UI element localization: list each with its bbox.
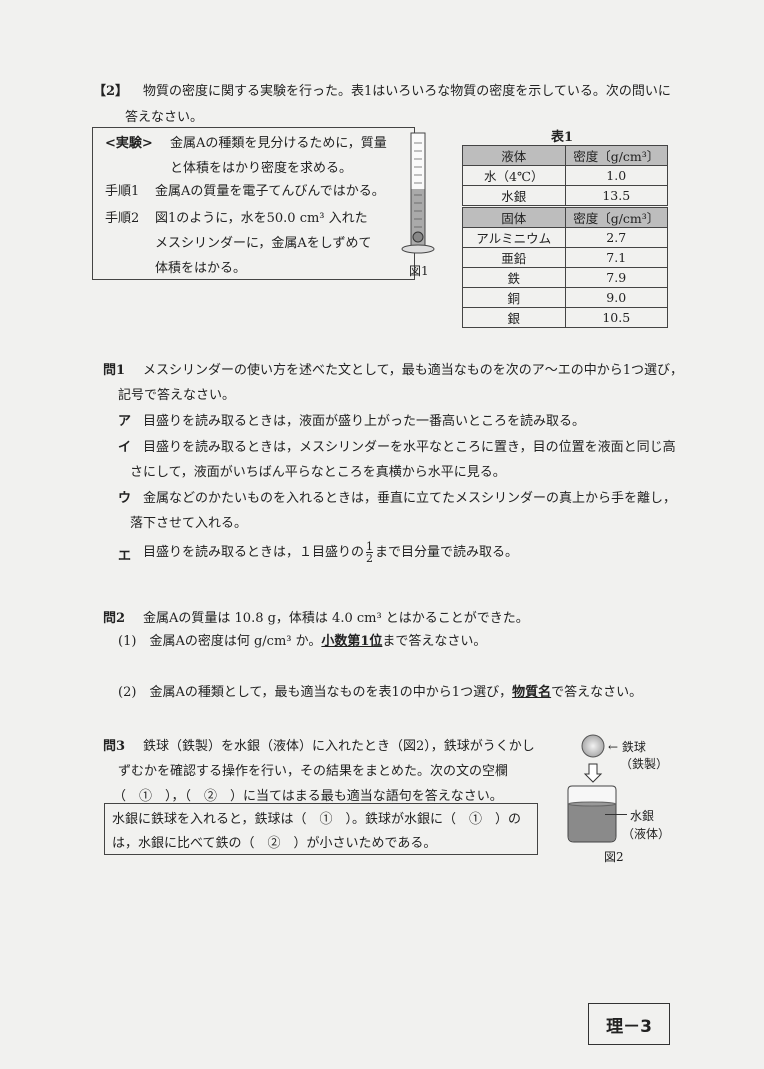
- header-cell: 密度〔g/cm³〕: [564, 145, 668, 166]
- option-mark: ア: [118, 414, 132, 429]
- sub-number: (2): [118, 685, 137, 700]
- page-number-box: 理－3: [588, 1003, 670, 1045]
- table-row: 銀 10.5: [462, 307, 668, 328]
- q2-label: 問2: [103, 611, 126, 626]
- experiment-line1: 金属Aの種類を見分けるために，質量: [170, 136, 387, 151]
- option-mark: エ: [118, 549, 132, 564]
- underlined-term: 物質名: [512, 685, 552, 700]
- step2-text-2: メスシリンダーに，金属Aをしずめて: [155, 236, 372, 251]
- underlined-term: 小数第1位: [321, 634, 383, 649]
- option-mark: ウ: [118, 491, 132, 506]
- substance-cell: 亜鉛: [462, 247, 566, 268]
- liquid-label: 水銀: [630, 809, 655, 823]
- table-row: 水銀 13.5: [462, 185, 668, 207]
- option-text-a: 目盛りを読み取るときは，１目盛りの: [143, 545, 365, 560]
- graduated-cylinder-figure: [401, 132, 435, 254]
- answer-sentence-box: [104, 803, 538, 855]
- density-table: 液体 密度〔g/cm³〕 水（4℃） 1.0 水銀 13.5 固体 密度〔g/cm³〕 …: [462, 145, 668, 328]
- option-text-b: まで目分量で読み取る。: [375, 545, 519, 560]
- q2-sub2: (2) 金属Aの種類として，最も適当なものを表1の中から1つ選び，物質名で答えな…: [118, 681, 642, 700]
- substance-cell: 水銀: [462, 185, 566, 207]
- density-cell: 7.1: [564, 247, 668, 268]
- answer-sentence-2: は，水銀に比べて鉄の（ ② ）が小さいためである。: [112, 836, 437, 851]
- table-row: アルミニウム 2.7: [462, 227, 668, 248]
- intro-text-2: 答えなさい。: [125, 110, 204, 125]
- header-cell: 密度〔g/cm³〕: [564, 206, 668, 228]
- header-cell: 液体: [462, 145, 566, 166]
- density-cell: 1.0: [564, 165, 668, 186]
- option-text: 目盛りを読み取るときは，液面が盛り上がった一番高いところを読み取る。: [143, 414, 586, 429]
- density-cell: 7.9: [564, 267, 668, 288]
- q3-text-2: ずむかを確認する操作を行い，その結果をまとめた。次の文の空欄: [118, 764, 509, 779]
- table-header-row: 液体 密度〔g/cm³〕: [462, 145, 668, 166]
- density-cell: 9.0: [564, 287, 668, 308]
- step2-text: 図1のように，水を50.0 cm³ 入れた: [155, 211, 368, 226]
- ball-label: ← 鉄球: [608, 740, 646, 754]
- density-cell: 10.5: [564, 307, 668, 328]
- substance-cell: 水（4℃）: [462, 165, 566, 186]
- step1-text: 金属Aの質量を電子てんびんではかる。: [155, 184, 385, 199]
- option-text-2: さにして，液面がいちばん平らなところを真横から水平に見る。: [130, 465, 506, 480]
- answer-sentence-1: 水銀に鉄球を入れると，鉄球は（ ① ）。鉄球が水銀に（ ① ）の: [112, 812, 521, 827]
- substance-cell: アルミニウム: [462, 227, 566, 248]
- q1-label: 問1: [103, 363, 126, 378]
- figure1-label: 図1: [409, 264, 429, 278]
- table-row: 銅 9.0: [462, 287, 668, 308]
- substance-cell: 鉄: [462, 267, 566, 288]
- ball-label-2: （鉄製）: [620, 757, 669, 771]
- sub-number: (1): [118, 634, 137, 649]
- q2-sub1: (1) 金属Aの密度は何 g/cm³ か。小数第1位まで答えなさい。: [118, 630, 486, 649]
- substance-cell: 銅: [462, 287, 566, 308]
- fraction-denominator: 2: [366, 552, 374, 565]
- q2-text: 金属Aの質量は 10.8 g，体積は 4.0 cm³ とはかることができた。: [143, 611, 529, 626]
- q3-label: 問3: [103, 739, 126, 754]
- option-text: 目盛りを読み取るときは，１目盛りの 1 2 まで目分量で読み取る。: [143, 538, 518, 568]
- beaker-figure: [567, 734, 617, 843]
- arrow-to-liquid-icon: [605, 814, 627, 815]
- q1-text: メスシリンダーの使い方を述べた文として，最も適当なものを次のア～エの中から1つ選…: [143, 363, 683, 378]
- step2-label: 手順2: [105, 211, 140, 226]
- substance-cell: 銀: [462, 307, 566, 328]
- sub-text: まで答えなさい。: [382, 634, 487, 649]
- option-text: 目盛りを読み取るときは，メスシリンダーを水平なところに置き，目の位置を液面と同じ…: [143, 440, 676, 455]
- header-cell: 固体: [462, 206, 566, 228]
- sub-text: 金属Aの密度は何 g/cm³ か。: [149, 634, 322, 649]
- q3-text-3: （ ① ），（ ② ）に当てはまる最も適当な語句を答えなさい。: [113, 789, 503, 804]
- option-mark: イ: [118, 440, 132, 455]
- step2-text-3: 体積をはかる。: [155, 261, 247, 276]
- problem-number: 【2】: [93, 84, 129, 99]
- density-cell: 2.7: [564, 227, 668, 248]
- fraction-numerator: 1: [366, 540, 374, 553]
- option-text: 金属などのかたいものを入れるときは，垂直に立てたメスシリンダーの真上から手を離し…: [143, 491, 677, 506]
- table1-caption: 表1: [551, 130, 574, 145]
- option-text-2: 落下させて入れる。: [130, 516, 248, 531]
- q3-text: 鉄球（鉄製）を水銀（液体）に入れたとき（図2），鉄球がうくかし: [143, 739, 535, 754]
- intro-text: 物質の密度に関する実験を行った。表1はいろいろな物質の密度を示している。次の問い…: [143, 84, 671, 99]
- table-row: 鉄 7.9: [462, 267, 668, 288]
- table-row: 水（4℃） 1.0: [462, 165, 668, 186]
- sub-text: 金属Aの種類として，最も適当なものを表1の中から1つ選び，: [149, 685, 513, 700]
- table-header-row: 固体 密度〔g/cm³〕: [462, 206, 668, 228]
- sub-text: で答えなさい。: [551, 685, 643, 700]
- table-row: 亜鉛 7.1: [462, 247, 668, 268]
- figure2-label: 図2: [604, 850, 624, 864]
- experiment-label: <実験>: [105, 136, 153, 151]
- experiment-line2: と体積をはかり密度を求める。: [170, 161, 353, 176]
- iron-ball-icon: [581, 734, 605, 758]
- page-number: 理－3: [606, 1016, 652, 1037]
- step1-label: 手順1: [105, 184, 140, 199]
- density-cell: 13.5: [564, 185, 668, 207]
- q1-text-2: 記号で答えなさい。: [118, 388, 236, 403]
- down-arrow-icon: [583, 763, 603, 783]
- liquid-label-2: （液体）: [622, 827, 671, 841]
